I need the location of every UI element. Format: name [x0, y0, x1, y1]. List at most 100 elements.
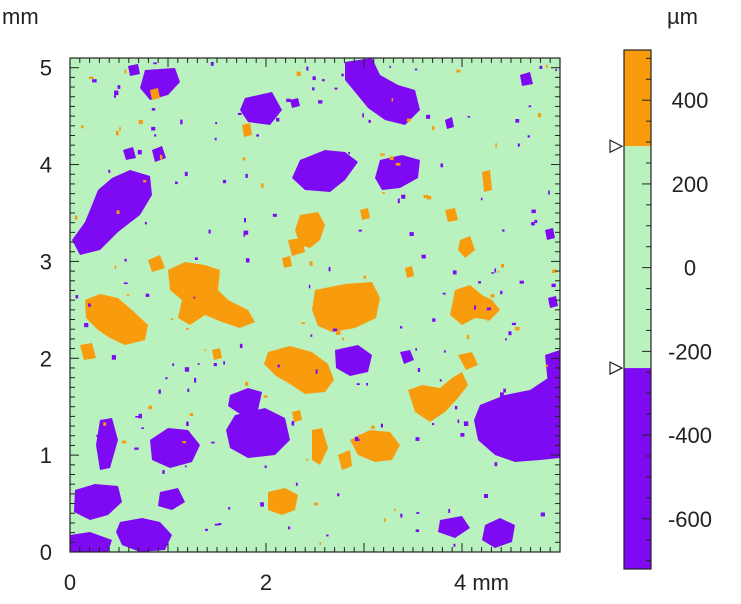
speckle [326, 534, 329, 537]
speckle [447, 532, 451, 536]
speckle [534, 219, 538, 223]
speckle [545, 64, 548, 68]
speckle [296, 71, 301, 76]
speckle [173, 435, 177, 439]
speckle [539, 450, 545, 453]
speckle [204, 349, 207, 352]
speckle [123, 282, 128, 285]
speckle [448, 508, 451, 513]
speckle [121, 440, 127, 444]
high-region [148, 255, 165, 272]
speckle [486, 307, 491, 311]
speckle [362, 113, 364, 118]
speckle [301, 322, 305, 325]
low-region [345, 58, 420, 125]
speckle [262, 426, 267, 430]
speckle [371, 425, 375, 429]
low-region [140, 68, 180, 100]
speckle [295, 482, 298, 486]
speckle [500, 392, 504, 397]
speckle [238, 400, 240, 405]
speckle [170, 318, 173, 321]
speckle [189, 413, 194, 416]
high-region [312, 282, 380, 332]
speckle [175, 181, 178, 185]
speckle [363, 75, 367, 78]
colorbar-bands [624, 50, 651, 569]
low-region [96, 418, 118, 470]
speckle [151, 108, 156, 111]
speckle [416, 512, 420, 514]
speckle [113, 95, 116, 98]
speckle [524, 432, 527, 437]
colorbar-tick-label: -400 [668, 423, 712, 448]
low-region [158, 488, 185, 510]
y-tick-label: 4 [40, 153, 52, 178]
speckle [260, 502, 264, 507]
speckle [314, 502, 319, 506]
speckle [187, 388, 190, 392]
speckle [116, 210, 120, 214]
high-region [450, 285, 500, 325]
colorbar-band [624, 50, 651, 147]
speckle [309, 261, 313, 266]
low-region [228, 388, 262, 414]
speckle [328, 266, 331, 272]
speckle [497, 270, 500, 273]
low-region [545, 228, 555, 240]
y-axis-unit: mm [2, 4, 39, 29]
speckle [96, 434, 100, 437]
speckle [508, 331, 512, 336]
speckle [184, 465, 187, 468]
speckle [453, 543, 456, 547]
speckle [548, 190, 550, 195]
speckle [426, 195, 432, 200]
speckle [530, 452, 533, 454]
speckle [480, 197, 483, 201]
x-tick-label: 4 mm [454, 570, 509, 595]
speckle [503, 388, 506, 393]
speckle [500, 290, 503, 295]
speckle [325, 170, 328, 175]
colorbar-ticks [642, 57, 651, 562]
high-region [312, 428, 328, 465]
low-region [240, 92, 282, 125]
speckle [256, 134, 259, 137]
speckle [384, 518, 386, 522]
low-region [152, 146, 166, 162]
low-region [226, 408, 290, 458]
speckle [184, 171, 188, 177]
speckle [494, 268, 497, 273]
threshold-marker-icon[interactable] [609, 139, 624, 154]
high-region [292, 410, 302, 422]
speckle [545, 364, 548, 367]
speckle [537, 113, 541, 118]
speckle [417, 368, 421, 372]
speckle [486, 318, 490, 321]
colorbar-tick-labels: 400 200 0 -200 -400 -600 [668, 88, 712, 532]
speckle [137, 149, 142, 155]
speckle [531, 222, 535, 226]
speckle [154, 134, 157, 137]
speckle [245, 258, 250, 263]
low-region [482, 518, 515, 548]
speckle [111, 355, 116, 360]
speckle [531, 209, 536, 214]
speckle [215, 122, 218, 125]
threshold-marker-icon[interactable] [609, 361, 624, 376]
speckle [510, 451, 513, 455]
speckle [84, 323, 89, 328]
speckle [138, 120, 143, 125]
speckle [457, 419, 460, 423]
low-region [70, 532, 112, 552]
speckle [467, 115, 471, 118]
speckle [401, 194, 406, 199]
speckle [426, 114, 431, 119]
speckle [117, 85, 121, 89]
speckle [501, 264, 505, 268]
high-region [445, 208, 458, 222]
speckle [263, 395, 268, 398]
speckle [550, 424, 555, 429]
speckle [389, 65, 391, 68]
